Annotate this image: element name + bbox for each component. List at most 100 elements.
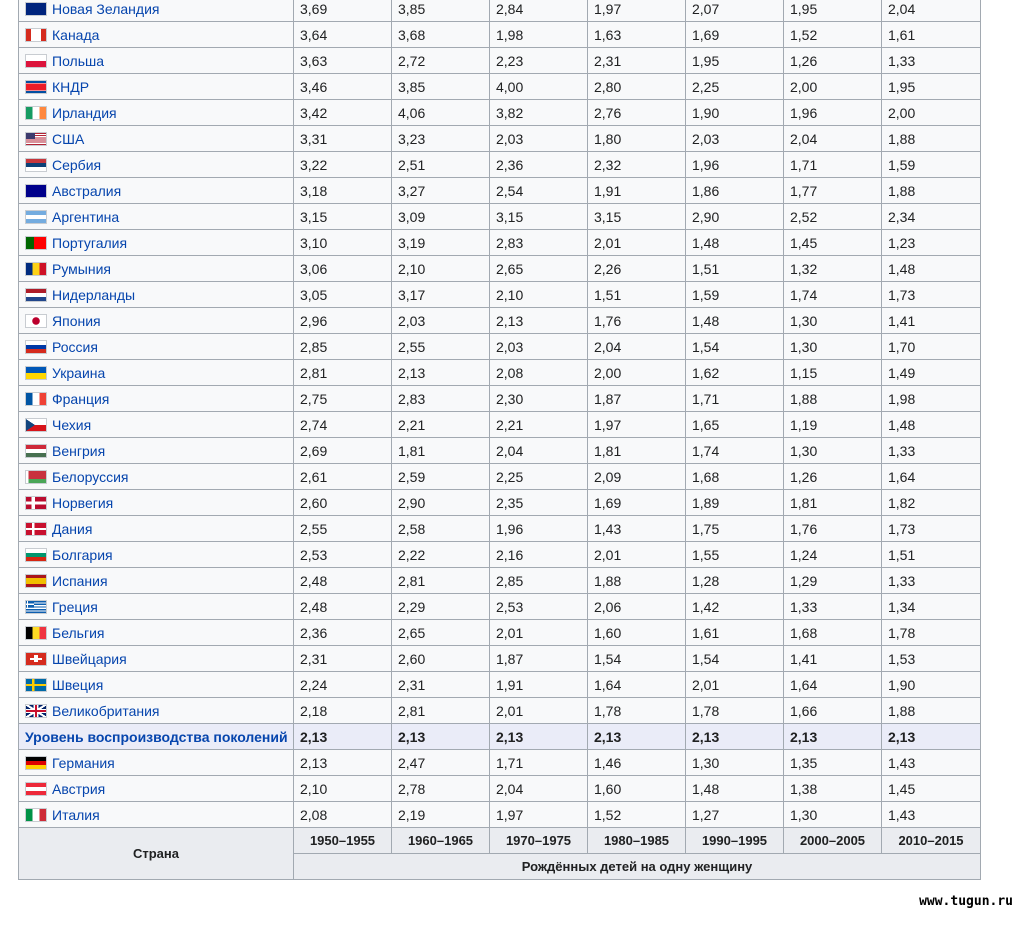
country-link[interactable]: Швейцария	[52, 650, 127, 667]
value-cell: 2,01	[489, 619, 588, 646]
country-cell: Греция	[18, 593, 294, 620]
country-column-header[interactable]: Страна	[18, 827, 294, 880]
value-cell: 1,38	[783, 775, 882, 802]
country-link[interactable]: Польша	[52, 52, 105, 69]
period-header[interactable]: 1950–1955	[293, 827, 392, 854]
table-row: Италия 2,08 2,19 1,97 1,52 1,27 1,30 1,43	[18, 801, 981, 828]
period-header[interactable]: 2000–2005	[783, 827, 882, 854]
country-link[interactable]: Нидерланды	[52, 286, 136, 303]
value-cell: 2,13	[489, 723, 588, 750]
replacement-level-label[interactable]: Уровень воспроизводства поколений	[18, 723, 294, 750]
value-cell: 1,80	[587, 125, 686, 152]
country-link[interactable]: Швеция	[52, 676, 104, 693]
value-cell: 2,03	[685, 125, 784, 152]
value-cell: 2,74	[293, 411, 392, 438]
value-cell: 3,19	[391, 229, 490, 256]
value-cell: 1,32	[783, 255, 882, 282]
value-cell: 1,81	[783, 489, 882, 516]
value-cell: 2,23	[489, 47, 588, 74]
value-cell: 2,13	[881, 723, 981, 750]
country-link[interactable]: Дания	[52, 520, 93, 537]
value-cell: 3,15	[293, 203, 392, 230]
country-link[interactable]: Венгрия	[52, 442, 106, 459]
value-cell: 1,41	[783, 645, 882, 672]
value-cell: 2,08	[293, 801, 392, 828]
value-cell: 1,76	[587, 307, 686, 334]
country-link[interactable]: Румыния	[52, 260, 112, 277]
value-cell: 1,26	[783, 463, 882, 490]
country-cell: Аргентина	[18, 203, 294, 230]
country-cell: Венгрия	[18, 437, 294, 464]
value-cell: 1,35	[783, 749, 882, 776]
country-cell: КНДР	[18, 73, 294, 100]
value-cell: 2,69	[293, 437, 392, 464]
value-cell: 2,85	[293, 333, 392, 360]
table-caption: Рождённых детей на одну женщину	[293, 853, 981, 880]
country-link[interactable]: Чехия	[52, 416, 92, 433]
value-cell: 2,35	[489, 489, 588, 516]
value-cell: 2,75	[293, 385, 392, 412]
country-link[interactable]: Австралия	[52, 182, 122, 199]
value-cell: 1,82	[881, 489, 981, 516]
value-cell: 1,46	[587, 749, 686, 776]
country-cell: Нидерланды	[18, 281, 294, 308]
value-cell: 2,34	[881, 203, 981, 230]
country-link[interactable]: Канада	[52, 26, 100, 43]
country-link[interactable]: КНДР	[52, 78, 90, 95]
value-cell: 2,01	[587, 541, 686, 568]
period-header[interactable]: 1970–1975	[489, 827, 588, 854]
country-link[interactable]: Болгария	[52, 546, 113, 563]
value-cell: 4,00	[489, 73, 588, 100]
value-cell: 2,85	[489, 567, 588, 594]
flag-icon	[25, 1, 47, 16]
value-cell: 2,06	[587, 593, 686, 620]
table-row: Сербия 3,22 2,51 2,36 2,32 1,96 1,71 1,59	[18, 151, 981, 178]
period-header[interactable]: 1980–1985	[587, 827, 686, 854]
period-header[interactable]: 2010–2015	[881, 827, 981, 854]
value-cell: 1,52	[587, 801, 686, 828]
country-link[interactable]: Белоруссия	[52, 468, 129, 485]
country-link[interactable]: Украина	[52, 364, 106, 381]
country-link[interactable]: Норвегия	[52, 494, 114, 511]
value-cell: 1,49	[881, 359, 981, 386]
country-cell: Австрия	[18, 775, 294, 802]
country-link[interactable]: Франция	[52, 390, 110, 407]
country-link[interactable]: Португалия	[52, 234, 128, 251]
table-row: Швеция 2,24 2,31 1,91 1,64 2,01 1,64 1,90	[18, 671, 981, 698]
value-cell: 1,48	[881, 255, 981, 282]
country-link[interactable]: Великобритания	[52, 702, 160, 719]
table-row: Украина 2,81 2,13 2,08 2,00 1,62 1,15 1,49	[18, 359, 981, 386]
value-cell: 1,91	[587, 177, 686, 204]
country-link[interactable]: Австрия	[52, 780, 106, 797]
flag-icon	[25, 781, 47, 796]
value-cell: 4,06	[391, 99, 490, 126]
country-link[interactable]: Ирландия	[52, 104, 117, 121]
flag-icon	[25, 261, 47, 276]
value-cell: 2,55	[391, 333, 490, 360]
value-cell: 1,89	[685, 489, 784, 516]
country-link[interactable]: США	[52, 130, 85, 147]
table-row: Бельгия 2,36 2,65 2,01 1,60 1,61 1,68 1,78	[18, 619, 981, 646]
value-cell: 1,90	[881, 671, 981, 698]
value-cell: 1,30	[783, 307, 882, 334]
country-link[interactable]: Бельгия	[52, 624, 105, 641]
period-header[interactable]: 1960–1965	[391, 827, 490, 854]
country-cell: Норвегия	[18, 489, 294, 516]
country-link[interactable]: Аргентина	[52, 208, 120, 225]
country-link[interactable]: Россия	[52, 338, 98, 355]
flag-icon	[25, 27, 47, 42]
country-link[interactable]: Сербия	[52, 156, 102, 173]
period-header[interactable]: 1990–1995	[685, 827, 784, 854]
value-cell: 1,88	[587, 567, 686, 594]
country-link[interactable]: Италия	[52, 806, 100, 823]
country-link[interactable]: Япония	[52, 312, 101, 329]
country-link[interactable]: Испания	[52, 572, 108, 589]
value-cell: 2,54	[489, 177, 588, 204]
country-cell: Ирландия	[18, 99, 294, 126]
country-link[interactable]: Греция	[52, 598, 98, 615]
value-cell: 2,59	[391, 463, 490, 490]
country-link[interactable]: Германия	[52, 754, 115, 771]
value-cell: 3,15	[587, 203, 686, 230]
value-cell: 1,70	[881, 333, 981, 360]
country-link[interactable]: Новая Зеландия	[52, 0, 160, 17]
